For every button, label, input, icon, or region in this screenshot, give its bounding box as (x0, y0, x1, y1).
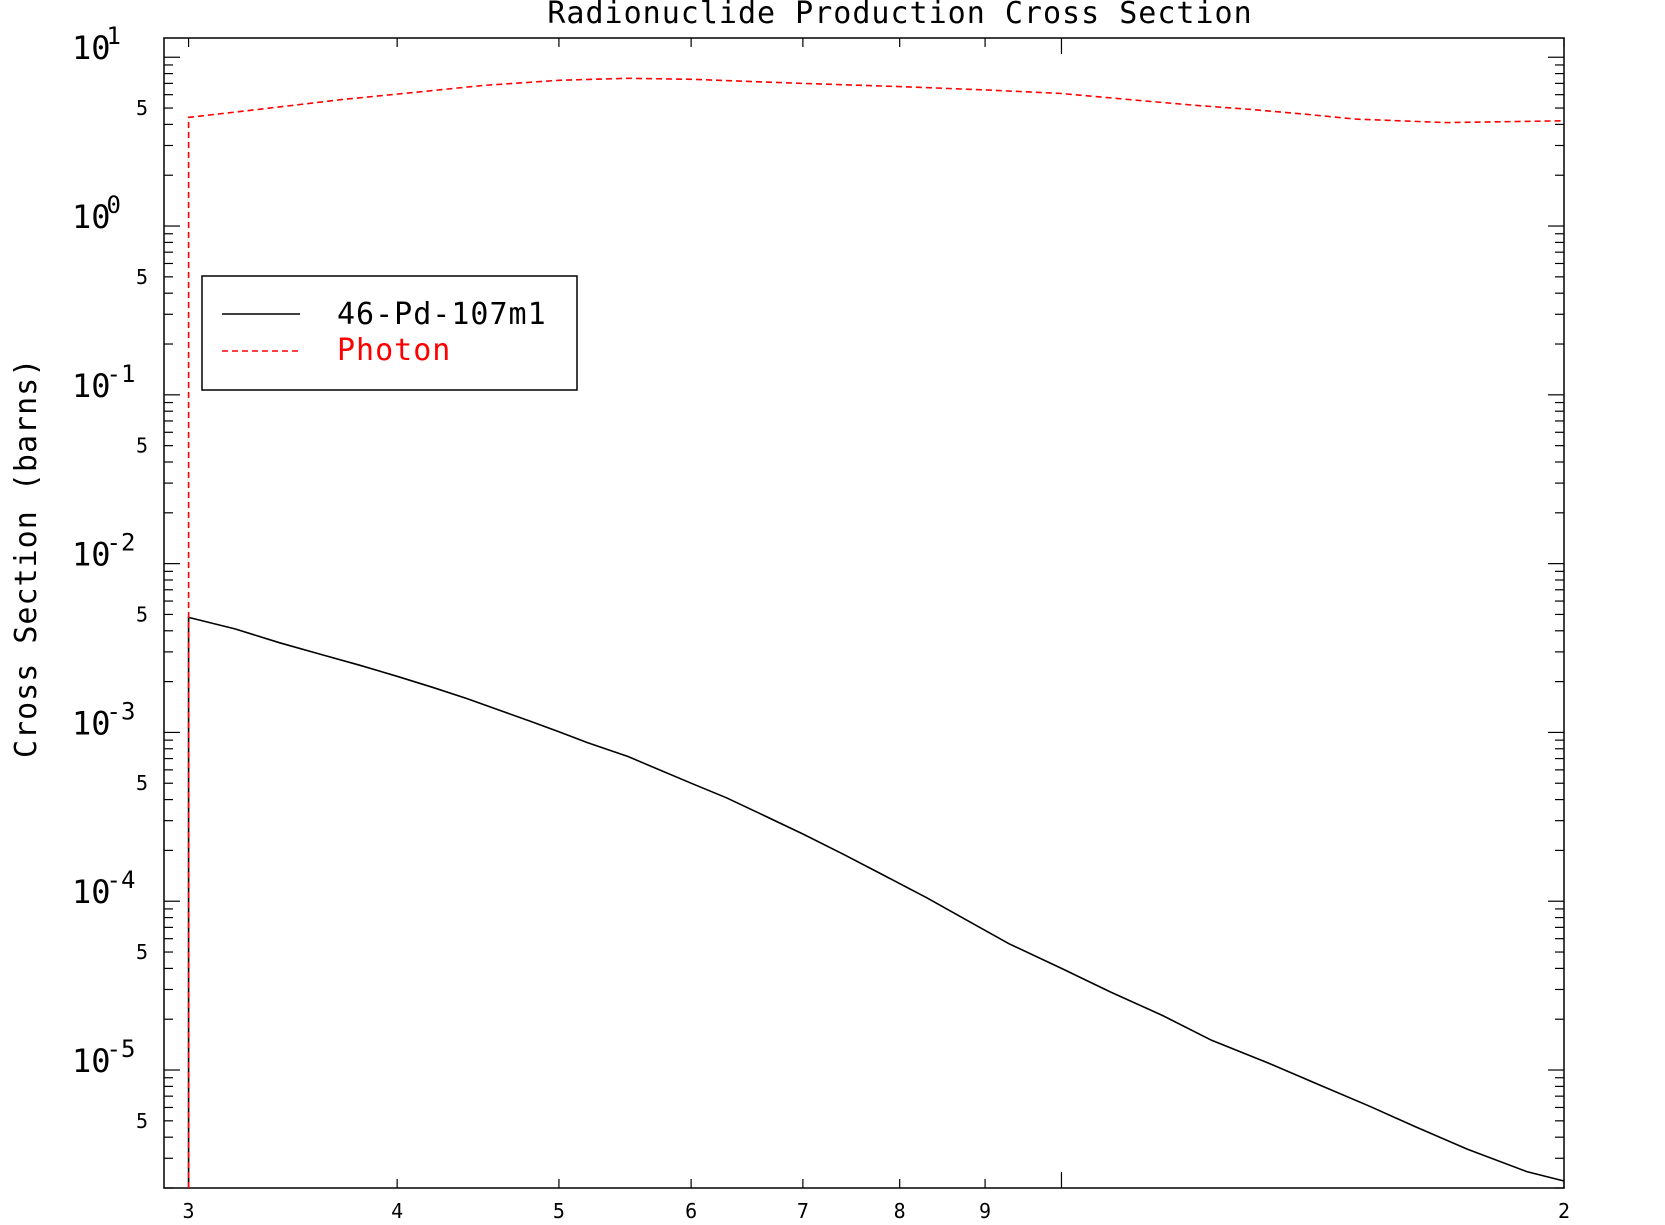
series-layer (187, 77, 1565, 1188)
y-decade-label: 10-5 (72, 1035, 135, 1080)
y-decade-label: 10-4 (72, 866, 135, 911)
x-tick-label: 3 (183, 1199, 195, 1223)
y-decade-label: 10-1 (72, 360, 135, 405)
y-decade-label: 10-3 (72, 697, 135, 742)
x-tick-label: 9 (979, 1199, 991, 1223)
axis-ticks (164, 38, 1565, 1189)
x-tick-label: 4 (391, 1199, 403, 1223)
y-decade-label: 100 (72, 191, 121, 236)
x-tick-label: 5 (553, 1199, 565, 1223)
y-minor-label: 5 (136, 96, 148, 120)
x-tick-label: 8 (894, 1199, 906, 1223)
plot-frame (163, 37, 1565, 1189)
y-minor-label: 5 (136, 1109, 148, 1133)
y-minor-label: 5 (136, 602, 148, 626)
x-tick-label: 6 (685, 1199, 697, 1223)
axis-tick-labels: 3456789210210110010-110-210-310-410-5555… (72, 22, 1570, 1225)
y-minor-label: 5 (136, 434, 148, 458)
legend-box (201, 275, 578, 391)
y-minor-label: 5 (136, 771, 148, 795)
x-tick-label: 2 (1558, 1199, 1570, 1223)
y-decade-label: 10-2 (72, 529, 135, 574)
chart-title: Radionuclide Production Cross Section (547, 0, 1252, 31)
y-minor-label: 5 (136, 265, 148, 289)
x-tick-label: 7 (797, 1199, 809, 1223)
series-line-photon (187, 77, 1565, 1188)
y-axis-label: Cross Section (barns) (9, 358, 44, 758)
series-line-pd107m1 (187, 616, 1565, 1188)
y-minor-label: 5 (136, 940, 148, 964)
y-decade-label: 101 (72, 22, 121, 67)
legend-label-pd107m1: 46-Pd-107m1 (337, 297, 547, 332)
legend: 46-Pd-107m1 Photon (201, 275, 578, 391)
legend-label-photon: Photon (337, 333, 451, 368)
